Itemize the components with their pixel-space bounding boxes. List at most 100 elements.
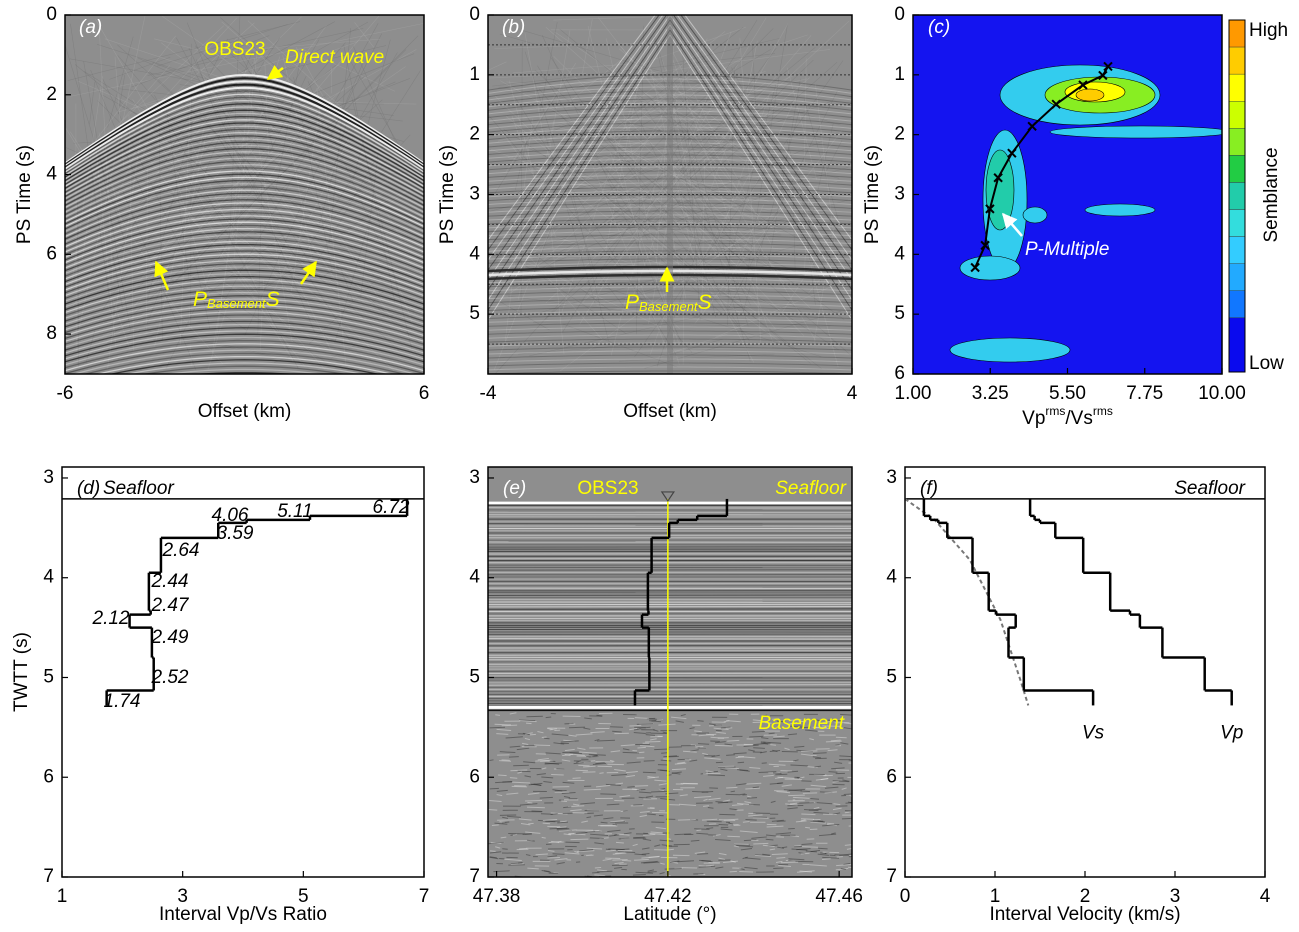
noise	[698, 733, 717, 737]
value-label: 2.64	[162, 540, 200, 561]
noise	[643, 861, 660, 864]
noise	[753, 747, 765, 749]
noise	[587, 281, 822, 358]
noise	[810, 849, 821, 853]
noise	[772, 772, 782, 775]
noise	[623, 293, 730, 300]
noise	[702, 752, 709, 756]
noise	[669, 861, 679, 864]
noise	[518, 720, 537, 723]
noise	[88, 35, 176, 150]
noise	[775, 860, 783, 863]
noise	[525, 831, 541, 834]
noise	[581, 820, 589, 823]
y-tick-label: 6	[886, 766, 897, 787]
noise	[525, 799, 543, 802]
noise	[635, 871, 654, 874]
reflection	[83, 352, 406, 374]
noise	[805, 729, 818, 732]
phase-part: S	[698, 291, 712, 314]
reflection	[65, 86, 424, 170]
noise	[813, 718, 821, 722]
noise	[605, 783, 621, 787]
noise	[682, 750, 697, 753]
noise	[125, 81, 396, 199]
value-label: 2.49	[151, 627, 189, 648]
noise	[489, 759, 494, 761]
noise	[607, 829, 621, 833]
reflection	[65, 279, 424, 314]
noise	[723, 720, 730, 723]
x-tick-label: 5	[298, 886, 309, 907]
noise	[495, 781, 512, 784]
y-tick-label: 4	[886, 567, 897, 588]
noise	[593, 755, 598, 757]
reflection	[65, 224, 424, 266]
reflection	[65, 83, 424, 169]
noise	[207, 309, 227, 370]
noise	[672, 52, 773, 248]
noise	[692, 791, 709, 793]
reflection	[65, 379, 424, 404]
noise	[534, 744, 551, 746]
noise	[104, 38, 359, 124]
noise	[343, 44, 396, 304]
noise	[665, 188, 776, 330]
reflection	[65, 99, 424, 176]
noise	[749, 767, 761, 769]
noise	[594, 842, 605, 845]
noise	[490, 170, 644, 212]
noise	[716, 186, 811, 257]
noise	[788, 788, 805, 791]
noise	[718, 819, 736, 821]
noise	[600, 114, 840, 179]
noise	[799, 870, 813, 873]
colorbar-block	[1228, 128, 1246, 156]
reflection	[65, 112, 424, 184]
noise	[496, 789, 508, 792]
noise	[544, 118, 580, 136]
noise	[587, 25, 646, 268]
arrow	[154, 260, 170, 291]
noise	[796, 749, 813, 752]
noise	[494, 723, 512, 726]
x-tick-label: 1	[990, 886, 1001, 907]
noise	[732, 804, 744, 806]
reflection	[193, 371, 296, 374]
reflection	[109, 359, 380, 374]
noise	[785, 803, 798, 806]
y-tick-label: 7	[469, 866, 480, 887]
noise	[489, 726, 506, 729]
noise	[827, 823, 837, 827]
noise	[801, 813, 816, 816]
noise	[664, 67, 742, 198]
y-tick-label: 0	[46, 4, 57, 25]
noise	[797, 726, 811, 729]
noise	[754, 854, 770, 856]
noise	[669, 860, 680, 863]
noise	[166, 42, 346, 252]
x-tick-label: 3	[1170, 886, 1181, 907]
noise	[610, 820, 626, 823]
noise	[770, 744, 777, 746]
noise	[643, 217, 782, 272]
noise	[775, 832, 792, 835]
reflection	[65, 291, 424, 325]
noise	[725, 767, 739, 770]
noise	[737, 769, 749, 771]
noise	[723, 136, 841, 139]
noise	[840, 867, 846, 870]
noise	[192, 202, 306, 216]
seismic-image	[488, 467, 852, 877]
colorbar-block	[1228, 236, 1246, 264]
noise	[282, 55, 303, 140]
noise	[276, 39, 320, 113]
reflection	[65, 343, 424, 372]
reflection	[65, 298, 424, 331]
reflection	[65, 115, 424, 186]
noise	[751, 730, 765, 733]
noise	[605, 849, 617, 852]
x-tick-label: 10.00	[1198, 383, 1246, 404]
noise	[597, 869, 607, 872]
colorbar-block	[1228, 46, 1246, 75]
